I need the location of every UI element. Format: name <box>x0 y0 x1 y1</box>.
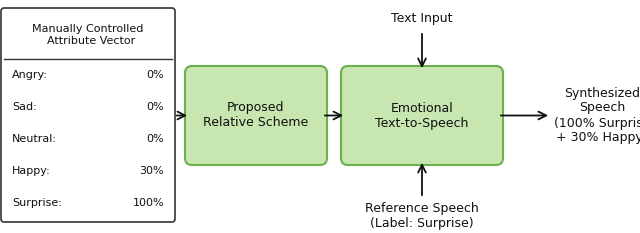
Text: Surprise:: Surprise: <box>12 198 62 208</box>
Text: Emotional
Text-to-Speech: Emotional Text-to-Speech <box>375 102 468 130</box>
Text: Manually Controlled
  Attribute Vector: Manually Controlled Attribute Vector <box>32 24 144 46</box>
Text: 0%: 0% <box>147 134 164 144</box>
Text: Reference Speech
(Label: Surprise): Reference Speech (Label: Surprise) <box>365 202 479 230</box>
Text: 0%: 0% <box>147 102 164 112</box>
FancyBboxPatch shape <box>185 66 327 165</box>
FancyBboxPatch shape <box>1 8 175 222</box>
Text: Synthesized
Speech
(100% Surprise
+ 30% Happy): Synthesized Speech (100% Surprise + 30% … <box>554 86 640 144</box>
Text: 100%: 100% <box>132 198 164 208</box>
Text: Text Input: Text Input <box>391 12 452 25</box>
Text: Neutral:: Neutral: <box>12 134 57 144</box>
Text: Angry:: Angry: <box>12 70 48 80</box>
Text: Sad:: Sad: <box>12 102 36 112</box>
Text: 0%: 0% <box>147 70 164 80</box>
Text: Proposed
Relative Scheme: Proposed Relative Scheme <box>204 102 308 130</box>
FancyBboxPatch shape <box>341 66 503 165</box>
Text: Happy:: Happy: <box>12 166 51 176</box>
Text: 30%: 30% <box>140 166 164 176</box>
